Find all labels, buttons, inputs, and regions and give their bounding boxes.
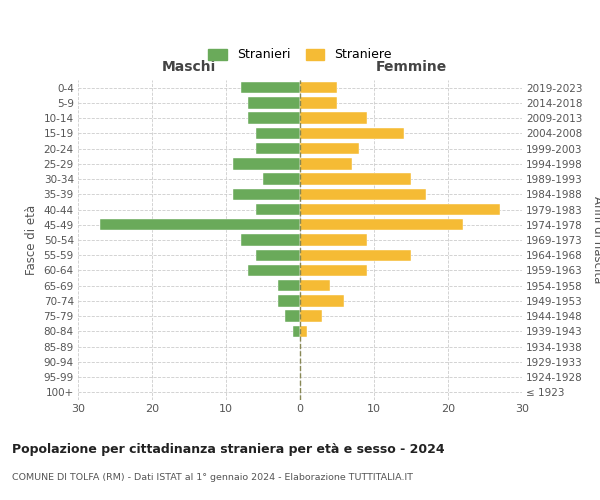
Bar xyxy=(300,219,463,230)
Bar xyxy=(263,174,300,185)
Text: COMUNE DI TOLFA (RM) - Dati ISTAT al 1° gennaio 2024 - Elaborazione TUTTITALIA.I: COMUNE DI TOLFA (RM) - Dati ISTAT al 1° … xyxy=(12,472,413,482)
Bar xyxy=(300,158,352,170)
Bar xyxy=(300,250,411,261)
Bar xyxy=(248,97,300,108)
Bar xyxy=(256,143,300,154)
Bar xyxy=(256,204,300,215)
Bar xyxy=(300,82,337,94)
Bar xyxy=(300,295,344,306)
Text: Popolazione per cittadinanza straniera per età e sesso - 2024: Popolazione per cittadinanza straniera p… xyxy=(12,442,445,456)
Bar xyxy=(248,265,300,276)
Text: Maschi: Maschi xyxy=(162,60,216,74)
Bar xyxy=(300,128,404,139)
Bar xyxy=(300,234,367,246)
Bar xyxy=(100,219,300,230)
Bar xyxy=(233,188,300,200)
Y-axis label: Anni di nascita: Anni di nascita xyxy=(591,196,600,284)
Text: Femmine: Femmine xyxy=(376,60,446,74)
Bar xyxy=(278,280,300,291)
Bar xyxy=(300,188,426,200)
Bar xyxy=(256,250,300,261)
Bar xyxy=(300,204,500,215)
Bar xyxy=(300,280,329,291)
Bar xyxy=(278,295,300,306)
Bar xyxy=(300,143,359,154)
Bar xyxy=(300,112,367,124)
Bar xyxy=(300,310,322,322)
Bar xyxy=(300,174,411,185)
Bar xyxy=(256,128,300,139)
Legend: Stranieri, Straniere: Stranieri, Straniere xyxy=(205,44,395,65)
Bar xyxy=(241,82,300,94)
Bar xyxy=(233,158,300,170)
Bar xyxy=(300,97,337,108)
Bar xyxy=(285,310,300,322)
Bar xyxy=(241,234,300,246)
Bar xyxy=(248,112,300,124)
Bar xyxy=(293,326,300,337)
Y-axis label: Fasce di età: Fasce di età xyxy=(25,205,38,275)
Bar xyxy=(300,265,367,276)
Bar xyxy=(300,326,307,337)
